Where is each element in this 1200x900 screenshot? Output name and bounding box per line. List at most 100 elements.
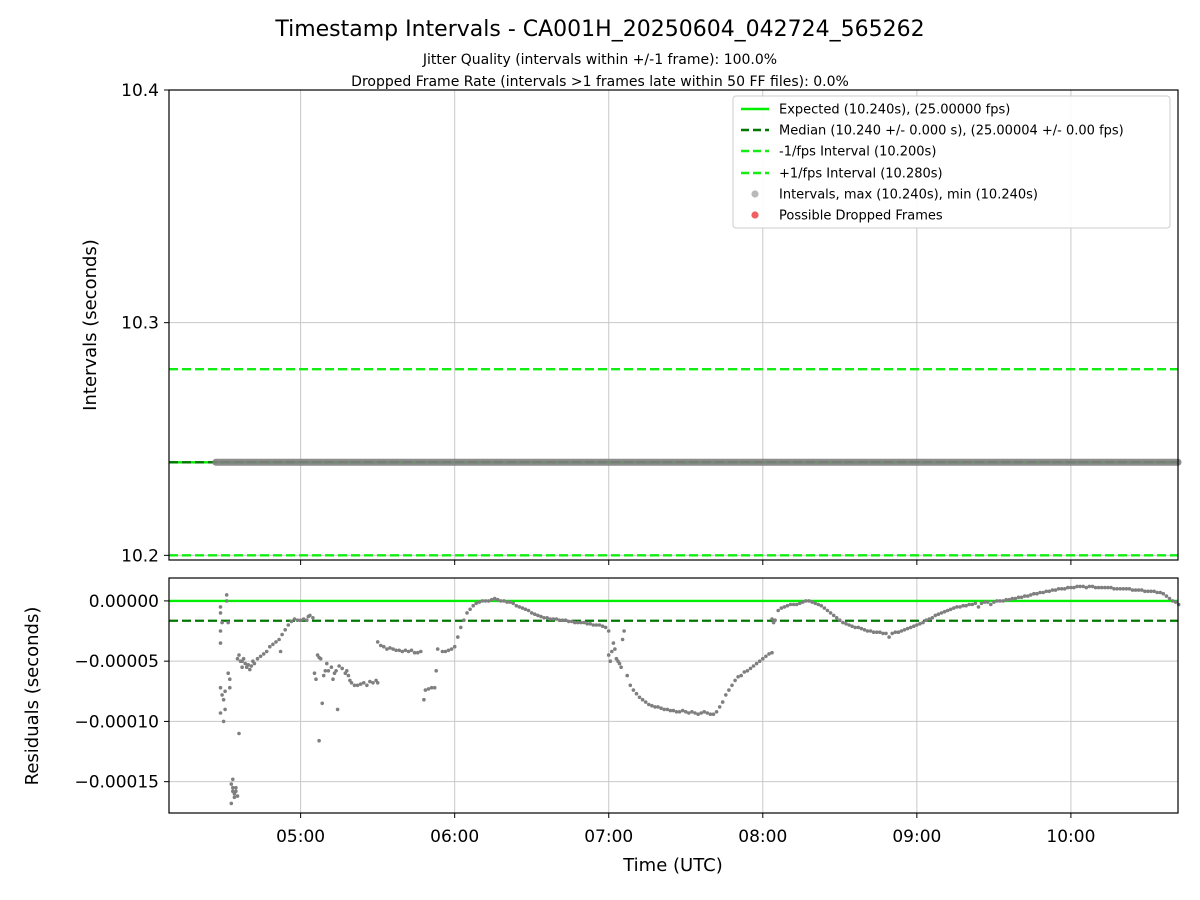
residual-point [318,656,323,661]
residual-point [739,673,743,678]
residual-point [995,599,999,603]
residual-point [218,629,223,633]
residual-point [232,795,237,800]
intervals-panel: 10.2 10.3 10.4 Intervals (seconds) Expecte… [80,81,1182,566]
residual-point [570,619,574,624]
residual-point [502,599,506,603]
residual-point [788,602,793,607]
residual-point [483,599,488,603]
residual-point [311,616,315,620]
residual-point [419,649,423,654]
residual-point [643,700,648,704]
residual-point [859,626,864,631]
residuals-x-ticks: 05:00 06:00 07:00 08:00 09:00 10:00 [276,813,1095,847]
residual-point [985,600,990,604]
residual-point [896,630,901,634]
residual-point [533,612,537,616]
residual-point [779,606,784,610]
residual-point [640,697,645,702]
x-tick-label: 07:00 [584,827,633,847]
residual-point [936,612,941,616]
residual-point [220,693,224,697]
residual-point [662,707,666,712]
residual-point [1093,585,1098,590]
residual-point [1081,584,1085,589]
residual-point [289,619,294,624]
residual-point [579,620,583,625]
residual-point [1029,593,1033,597]
residual-point [274,640,278,644]
residual-point [918,622,922,626]
residual-point [435,647,440,651]
residual-point [511,601,515,606]
legend-label-median: Median (10.240 +/- 0.000 s), (25.00004 +… [779,124,1124,139]
residual-point [844,622,848,626]
legend-label-plus-interval: +1/fps Interval (10.280s) [779,167,943,182]
residual-point [371,681,375,685]
residual-point [770,617,774,621]
residual-point [1090,584,1095,589]
residual-point [539,614,543,619]
residual-point [939,611,944,615]
residual-point [801,600,805,604]
residual-point [505,600,509,604]
residual-point [1084,585,1089,590]
residual-point [1149,589,1153,594]
residual-point [536,613,540,618]
residual-point [945,608,950,613]
residual-point [745,669,750,673]
residual-point [1007,597,1012,602]
residual-point [1173,600,1178,604]
legend-label-expected: Expected (10.240s), (25.00000 fps) [779,103,1010,118]
figure-title: Timestamp Intervals - CA001H_20250604_04… [274,17,924,42]
residual-point [378,643,383,648]
residual-point [813,601,817,606]
residual-point [585,622,589,626]
residual-point [930,616,935,620]
residual-point [397,648,402,653]
residual-point [1161,591,1166,596]
residual-point [1136,588,1141,592]
residual-point [1106,585,1110,590]
residual-point [1041,590,1045,595]
residual-point [708,712,713,716]
residual-point [465,611,469,615]
residual-point [325,661,329,666]
residual-point [240,665,244,669]
residual-point [223,707,227,712]
residual-point [822,606,827,610]
residual-point [620,637,625,642]
residual-point [921,620,925,625]
residual-point [255,656,260,661]
residual-point [301,617,306,621]
residual-point [298,618,303,622]
legend-box [732,95,1171,229]
residual-point [365,683,369,688]
residual-point [831,613,836,618]
legend-label-intervals: Intervals, max (10.240s), min (10.240s) [779,188,1038,203]
residual-point [908,625,913,630]
residual-point [798,601,802,606]
residual-point [856,625,861,630]
residual-point [249,664,254,668]
intervals-y-tick-label: 10.4 [121,81,159,101]
residual-point [440,649,445,654]
residual-point [952,606,956,610]
residual-point [871,630,876,634]
residual-point [477,600,482,604]
residual-point [1066,585,1070,590]
residual-point [782,605,787,609]
residual-point [979,601,984,606]
residual-point [258,654,263,659]
residual-point [474,601,479,606]
residual-point [286,623,291,627]
residual-point [1004,597,1008,602]
residual-point [1075,584,1079,589]
residual-point [828,611,833,615]
residual-point [942,609,947,614]
residual-point [690,710,694,714]
residual-point [687,711,691,715]
residual-point [317,738,321,743]
residual-point [514,603,519,608]
residual-point [382,644,386,649]
